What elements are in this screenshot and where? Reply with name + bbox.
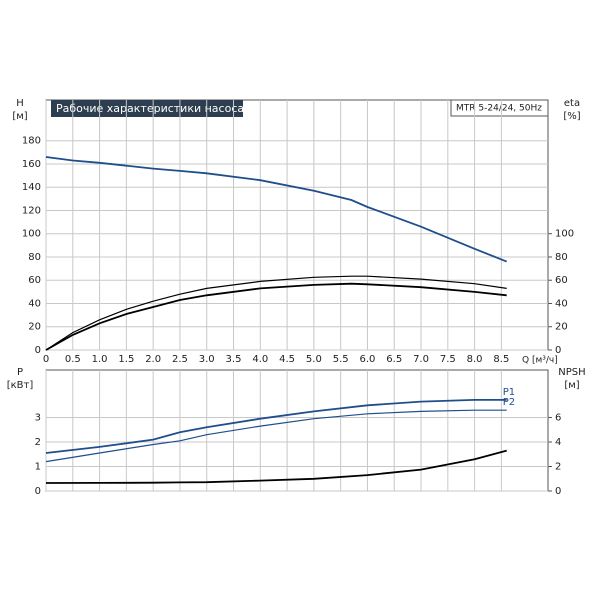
- x-tick-label: 2.0: [145, 354, 161, 365]
- x-tick-label: 0.5: [65, 354, 81, 365]
- series-line: [45, 409, 507, 463]
- y2-tick-label: 20: [555, 322, 568, 333]
- y-tick-label: 60: [28, 275, 41, 286]
- x-tick-label: 6.5: [386, 354, 402, 365]
- x-tick-label: 3.5: [226, 354, 242, 365]
- y2-label: eta: [564, 98, 580, 109]
- y2-tick-label: 40: [555, 298, 568, 309]
- series-label: P2: [503, 397, 515, 408]
- y-unit: [м]: [12, 111, 27, 122]
- series-line: [45, 282, 507, 351]
- y-tick-label: 3: [35, 413, 41, 424]
- x-tick-label: 5.5: [333, 354, 349, 365]
- y-tick-label: 80: [28, 252, 41, 263]
- y-tick-label: 100: [22, 229, 41, 240]
- x-tick-label: 2.5: [172, 354, 188, 365]
- y-tick-label: 0: [35, 486, 41, 497]
- title-box: [51, 100, 243, 117]
- y-label: H: [16, 98, 24, 109]
- x-tick-label: 8.5: [493, 354, 509, 365]
- x-tick-label: 7.5: [440, 354, 456, 365]
- y-tick-label: 40: [28, 298, 41, 309]
- y-tick-label: 160: [22, 159, 41, 170]
- series-line: [45, 275, 507, 351]
- y2-tick-label: 0: [555, 486, 561, 497]
- x-tick-label: 3.0: [199, 354, 215, 365]
- y-label: P: [17, 367, 23, 378]
- x-label: Q [м³/ч]: [522, 356, 558, 366]
- model-box: [450, 99, 549, 117]
- y2-label: NPSH: [558, 367, 585, 378]
- model-label: MTR 5-24/24, 50Hz: [456, 104, 542, 114]
- y2-tick-label: 6: [555, 413, 561, 424]
- y2-tick-label: 100: [555, 229, 574, 240]
- y2-tick-label: 60: [555, 275, 568, 286]
- y2-tick-label: 80: [555, 252, 568, 263]
- x-tick-label: 1.5: [118, 354, 134, 365]
- y-tick-label: 20: [28, 322, 41, 333]
- chart-title: Рабочие характеристики насоса: [56, 102, 244, 115]
- y2-tick-label: 4: [555, 437, 561, 448]
- y2-tick-label: 0: [555, 345, 561, 356]
- x-tick-label: 0: [43, 354, 49, 365]
- x-tick-label: 5.0: [306, 354, 322, 365]
- y2-unit: [%]: [563, 111, 580, 122]
- x-tick-label: 1.0: [92, 354, 108, 365]
- x-tick-label: 6.0: [359, 354, 375, 365]
- series-line: [45, 156, 508, 263]
- x-tick-label: 7.0: [413, 354, 429, 365]
- y2-tick-label: 2: [555, 462, 561, 473]
- y-tick-label: 120: [22, 205, 41, 216]
- x-tick-label: 4.0: [252, 354, 268, 365]
- series-line: [45, 399, 507, 454]
- series-label: P1: [503, 387, 515, 398]
- y-unit: [кВт]: [7, 380, 34, 391]
- y-tick-label: 180: [22, 136, 41, 147]
- y-tick-label: 140: [22, 182, 41, 193]
- x-tick-label: 4.5: [279, 354, 295, 365]
- y-tick-label: 1: [35, 462, 41, 473]
- y2-unit: [м]: [564, 380, 579, 391]
- y-tick-label: 0: [35, 345, 41, 356]
- y-tick-label: 2: [35, 437, 41, 448]
- x-tick-label: 8.0: [467, 354, 483, 365]
- series-line: [45, 449, 507, 484]
